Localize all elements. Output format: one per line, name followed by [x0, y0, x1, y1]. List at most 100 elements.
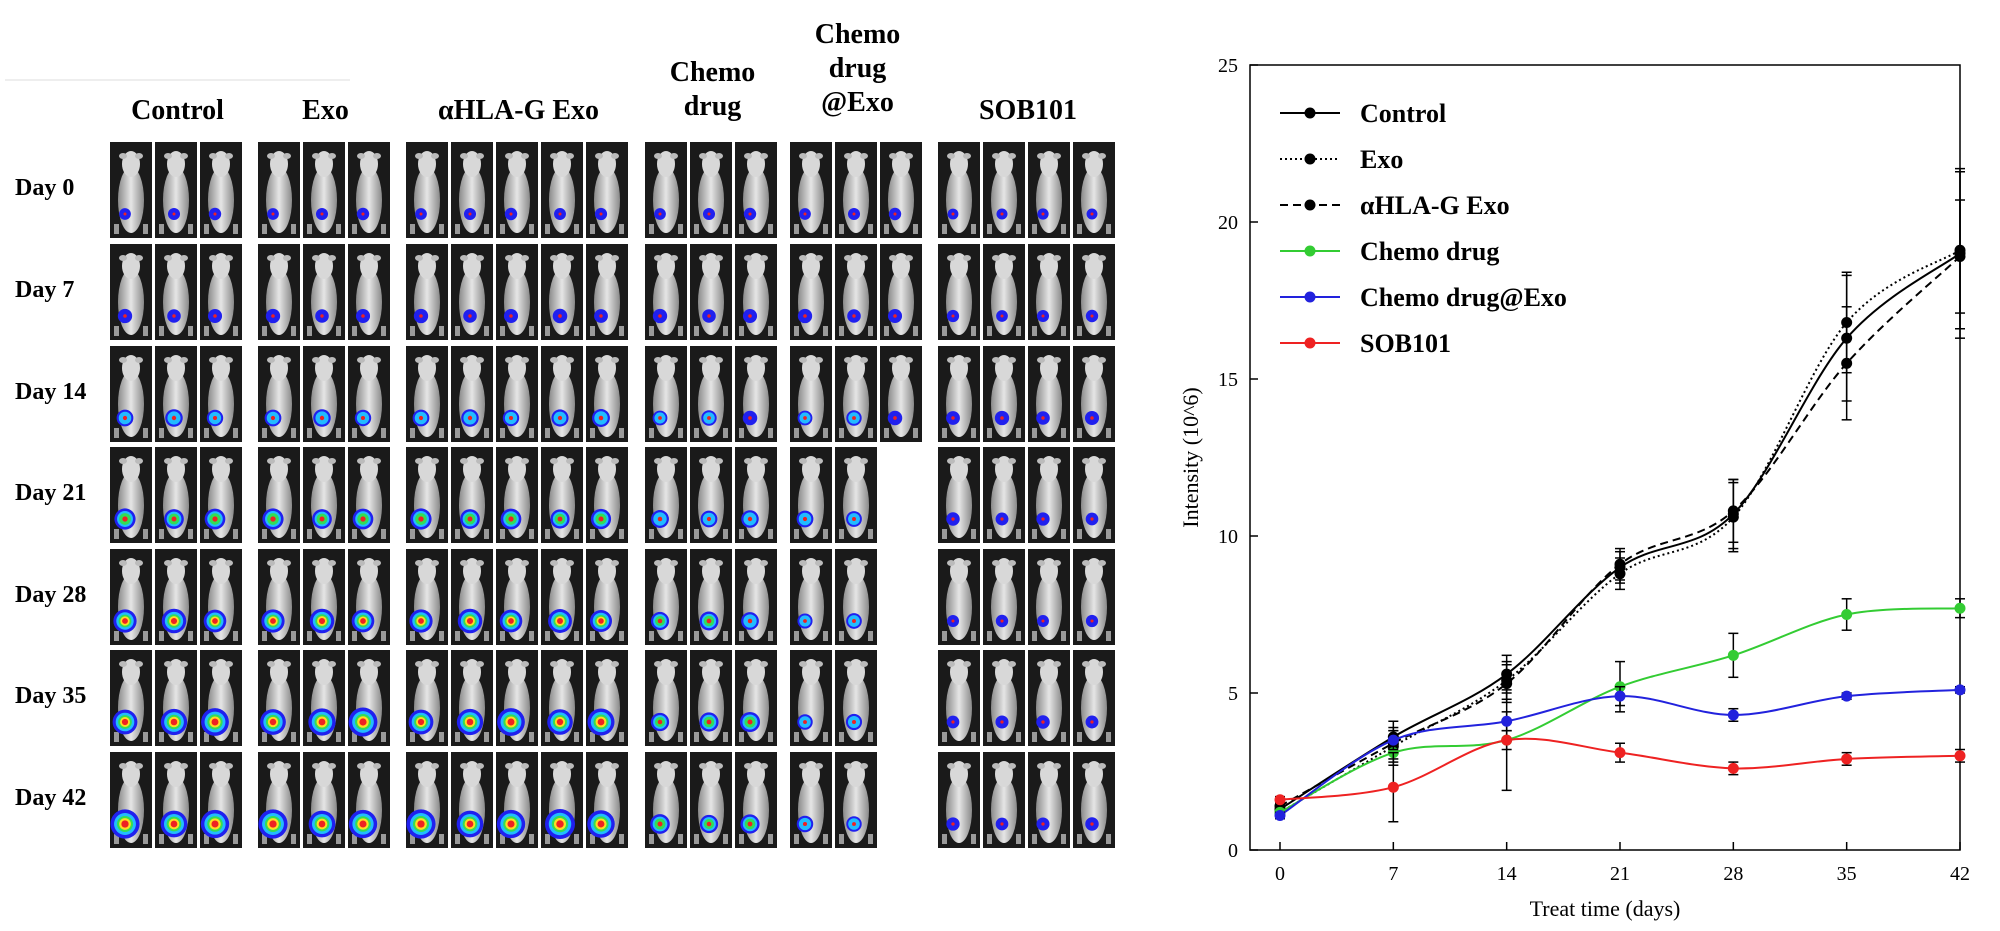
mouse-image — [406, 549, 448, 645]
mouse-image — [258, 650, 300, 746]
mouse-image — [496, 752, 538, 848]
mouse-image — [451, 142, 493, 238]
mouse-image — [496, 244, 538, 340]
mouse-image — [155, 752, 197, 848]
mouse-image — [735, 549, 777, 645]
mouse-image — [155, 244, 197, 340]
group-label: Control — [131, 95, 224, 126]
mouse-image — [110, 752, 152, 848]
day-label: Day 0 — [15, 175, 75, 201]
mouse-image — [303, 447, 345, 543]
mouse-image — [1073, 244, 1115, 340]
mouse-image — [1073, 650, 1115, 746]
mouse-image — [541, 142, 583, 238]
mouse-image — [645, 549, 687, 645]
y-tick-label: 0 — [1228, 840, 1238, 862]
mouse-image — [1073, 752, 1115, 848]
mouse-image — [451, 549, 493, 645]
mouse-image — [938, 650, 980, 746]
mouse-image — [735, 346, 777, 442]
mouse-image — [1028, 142, 1070, 238]
day-label: Day 42 — [15, 785, 87, 811]
mouse-image — [835, 549, 877, 645]
mouse-image — [451, 650, 493, 746]
mouse-image — [110, 346, 152, 442]
mouse-image — [303, 244, 345, 340]
mouse-image — [735, 752, 777, 848]
mouse-image — [735, 142, 777, 238]
group-label: Chemo drug @Exo — [814, 19, 901, 118]
mouse-image — [835, 447, 877, 543]
legend-marker — [1304, 245, 1316, 257]
mouse-image — [110, 447, 152, 543]
mouse-image — [258, 549, 300, 645]
mouse-image — [1028, 346, 1070, 442]
data-point — [1501, 734, 1513, 746]
data-point — [1614, 747, 1626, 759]
legend-label: Chemo drug — [1360, 237, 1499, 266]
mouse-image — [880, 244, 922, 340]
legend-entry: Control — [1280, 99, 1446, 128]
divider — [5, 79, 350, 81]
mouse-image — [348, 244, 390, 340]
mouse-image — [586, 142, 628, 238]
day-label: Day 28 — [15, 582, 87, 608]
mouse-image — [258, 244, 300, 340]
mouse-image — [200, 447, 242, 543]
intensity-chart-panel: 0 5 10 15 20 25 0 7 14 21 28 35 42 Treat time (days) I… — [1150, 0, 2000, 931]
mouse-image — [835, 752, 877, 848]
mouse-image — [110, 549, 152, 645]
mouse-image — [790, 142, 832, 238]
mouse-image — [790, 244, 832, 340]
y-tick-label: 20 — [1218, 212, 1238, 234]
mouse-image — [690, 447, 732, 543]
mouse-image — [790, 346, 832, 442]
mouse-image — [451, 346, 493, 442]
data-point — [1954, 251, 1966, 263]
day-label: Day 7 — [15, 277, 75, 303]
mouse-image — [496, 142, 538, 238]
group-label: Chemo drug — [669, 57, 756, 122]
data-point — [1387, 734, 1399, 746]
mouse-image — [735, 650, 777, 746]
mouse-image — [258, 447, 300, 543]
mouse-image — [880, 142, 922, 238]
mouse-image — [406, 244, 448, 340]
x-tick-label: 21 — [1610, 863, 1630, 885]
mouse-image — [835, 650, 877, 746]
data-point — [1727, 762, 1739, 774]
mouse-image — [155, 346, 197, 442]
mouse-image — [348, 447, 390, 543]
y-tick-label: 25 — [1218, 55, 1238, 77]
x-tick-label: 7 — [1388, 863, 1398, 885]
mouse-image — [586, 650, 628, 746]
mouse-image — [258, 142, 300, 238]
mouse-image — [406, 346, 448, 442]
mouse-image — [790, 549, 832, 645]
mouse-image — [110, 650, 152, 746]
mouse-image — [200, 650, 242, 746]
x-tick-label: 0 — [1275, 863, 1285, 885]
y-tick-label: 15 — [1218, 369, 1238, 391]
mouse-image — [348, 346, 390, 442]
mouse-image — [735, 447, 777, 543]
legend-label: Control — [1360, 99, 1446, 128]
mouse-image — [110, 142, 152, 238]
x-axis-label: Treat time (days) — [1530, 896, 1681, 921]
mouse-image — [835, 244, 877, 340]
mouse-image — [258, 346, 300, 442]
mouse-image — [938, 752, 980, 848]
mouse-image — [690, 142, 732, 238]
day-label: Day 21 — [15, 480, 87, 506]
mouse-image — [406, 447, 448, 543]
mouse-image — [790, 447, 832, 543]
mouse-image — [1028, 447, 1070, 543]
legend-entry: Chemo drug@Exo — [1280, 283, 1567, 312]
mouse-image — [586, 244, 628, 340]
mouse-image — [1028, 549, 1070, 645]
data-point — [1727, 649, 1739, 661]
mouse-image — [406, 650, 448, 746]
data-point — [1841, 357, 1853, 369]
mouse-image — [541, 752, 583, 848]
mouse-image — [200, 142, 242, 238]
